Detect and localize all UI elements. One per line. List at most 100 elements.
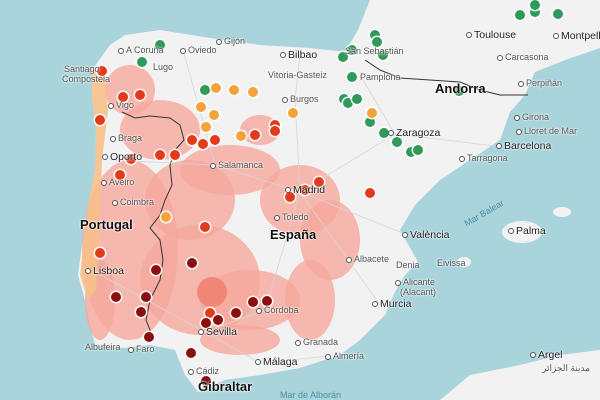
label-city: Montpellier	[553, 31, 600, 42]
marker-green[interactable]	[513, 8, 527, 22]
label-city: Burgos	[282, 94, 319, 104]
marker-red[interactable]	[208, 133, 222, 147]
label-city: Albacete	[346, 254, 389, 264]
label-city: Albufeira	[85, 342, 121, 352]
marker-red[interactable]	[268, 124, 282, 138]
island-ibiza	[457, 257, 471, 267]
label-city: Compostela	[62, 74, 111, 84]
marker-orange[interactable]	[234, 129, 248, 143]
road	[299, 191, 381, 306]
marker-green[interactable]	[135, 55, 149, 69]
marker-green[interactable]	[528, 0, 542, 12]
marker-darkred[interactable]	[211, 313, 225, 327]
marker-orange[interactable]	[227, 83, 241, 97]
marker-orange[interactable]	[286, 106, 300, 120]
label-city: Lugo	[153, 62, 174, 72]
label-city: Oviedo	[180, 45, 217, 55]
marker-orange[interactable]	[194, 100, 208, 114]
label-city: Barcelona	[496, 141, 551, 152]
label-country: Andorra	[435, 81, 486, 96]
land-algeria	[440, 350, 600, 400]
label-city: Faro	[128, 344, 155, 354]
label-city: (Alacant)	[400, 287, 437, 297]
label-city: Denia	[396, 260, 420, 270]
label-city: Oporto	[102, 152, 142, 163]
marker-red[interactable]	[248, 128, 262, 142]
label-city: Girona	[514, 112, 549, 122]
label-city: Pamplona	[360, 72, 401, 82]
label-city: Málaga	[255, 357, 297, 368]
marker-orange[interactable]	[159, 210, 173, 224]
marker-orange[interactable]	[209, 81, 223, 95]
label-city: Palma	[508, 226, 546, 237]
label-city: Argel	[530, 350, 563, 361]
marker-darkred[interactable]	[184, 346, 198, 360]
marker-darkred[interactable]	[199, 374, 213, 388]
marker-red[interactable]	[133, 88, 147, 102]
label-country: Portugal	[80, 217, 133, 232]
coverage-area	[285, 260, 335, 340]
marker-red[interactable]	[196, 137, 210, 151]
marker-orange[interactable]	[365, 106, 379, 120]
label-city: Tarragona	[459, 153, 508, 163]
marker-red[interactable]	[153, 148, 167, 162]
label-city: Córdoba	[256, 305, 299, 315]
marker-darkred[interactable]	[139, 290, 153, 304]
marker-red[interactable]	[93, 246, 107, 260]
marker-red[interactable]	[93, 113, 107, 127]
marker-orange[interactable]	[246, 85, 260, 99]
markers	[93, 0, 565, 388]
coastal-coverage-band	[80, 70, 108, 300]
label-city: Almería	[325, 351, 364, 361]
label-city: Eivissa	[437, 258, 466, 268]
marker-green[interactable]	[370, 35, 384, 49]
label-city: Lloret de Mar	[516, 126, 577, 136]
label-city: Madrid	[285, 185, 325, 196]
marker-darkred[interactable]	[109, 290, 123, 304]
marker-green[interactable]	[452, 84, 466, 98]
label-city: Braga	[110, 133, 142, 143]
marker-darkred[interactable]	[149, 263, 163, 277]
marker-green[interactable]	[345, 70, 359, 84]
marker-red[interactable]	[168, 148, 182, 162]
marker-green[interactable]	[336, 50, 350, 64]
marker-red[interactable]	[198, 220, 212, 234]
label-city: València	[402, 230, 450, 241]
marker-green[interactable]	[345, 43, 359, 57]
label-city: Granada	[295, 337, 338, 347]
marker-orange[interactable]	[207, 108, 221, 122]
marker-darkred[interactable]	[185, 256, 199, 270]
marker-green[interactable]	[376, 48, 390, 62]
marker-red[interactable]	[95, 64, 109, 78]
label-city: Gijón	[216, 36, 245, 46]
label-country: España	[270, 227, 317, 242]
label-city: Murcia	[372, 299, 412, 310]
cluster-marker[interactable]	[197, 277, 227, 307]
marker-green[interactable]	[551, 7, 565, 21]
label-city: Toulouse	[466, 30, 516, 41]
label-city: Vitoria-Gasteiz	[268, 70, 327, 80]
marker-green[interactable]	[198, 83, 212, 97]
label-city: Toledo	[274, 212, 309, 222]
label-city: Carcasona	[497, 52, 549, 62]
label-city: Salamanca	[210, 160, 263, 170]
label-city: مدينة الجزائر	[542, 363, 591, 373]
island-menorca	[553, 207, 571, 217]
coverage-area	[300, 200, 360, 280]
label-city: Zaragoza	[388, 128, 440, 139]
marker-orange[interactable]	[199, 120, 213, 134]
marker-darkred[interactable]	[229, 306, 243, 320]
border-spain-portugal	[121, 111, 185, 336]
marker-red[interactable]	[363, 186, 377, 200]
marker-darkred[interactable]	[142, 330, 156, 344]
marker-green[interactable]	[411, 143, 425, 157]
marker-darkred[interactable]	[134, 305, 148, 319]
border-spain-france	[364, 59, 528, 96]
label-city: Santiago	[64, 64, 100, 74]
label-city: Aveiro	[101, 177, 134, 187]
label-city: Lisboa	[85, 266, 124, 277]
marker-red[interactable]	[185, 133, 199, 147]
marker-green[interactable]	[350, 92, 364, 106]
label-city: Cádiz	[188, 366, 219, 376]
